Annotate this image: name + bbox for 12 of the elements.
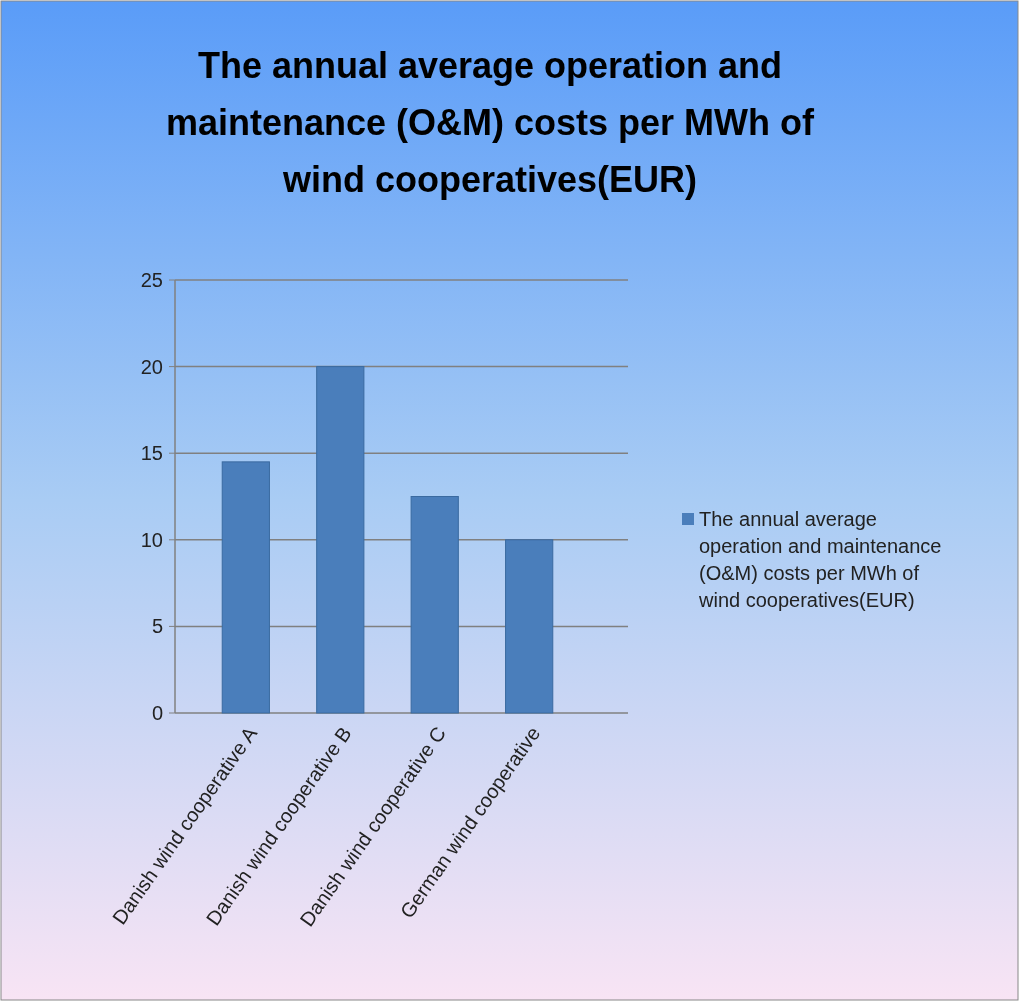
text: The annual average operation and maintenance (O&M) costs per MWh of wind cooperatives(EUR) (698, 508, 942, 611)
y-tick-label: 20 (140, 355, 163, 378)
bar (410, 496, 459, 714)
bar (221, 461, 270, 714)
y-tick-label: 25 (140, 269, 163, 291)
chart-title: The annual average operation and maintenance (O&M) costs per MWh of wind cooperatives(EUR) (165, 45, 816, 200)
bar (316, 366, 365, 714)
y-tick-label: 5 (151, 615, 163, 638)
y-tick-label: 10 (140, 528, 163, 551)
y-tick-label: 0 (151, 702, 163, 724)
y-tick-label: 15 (140, 442, 163, 465)
bar (505, 539, 554, 714)
